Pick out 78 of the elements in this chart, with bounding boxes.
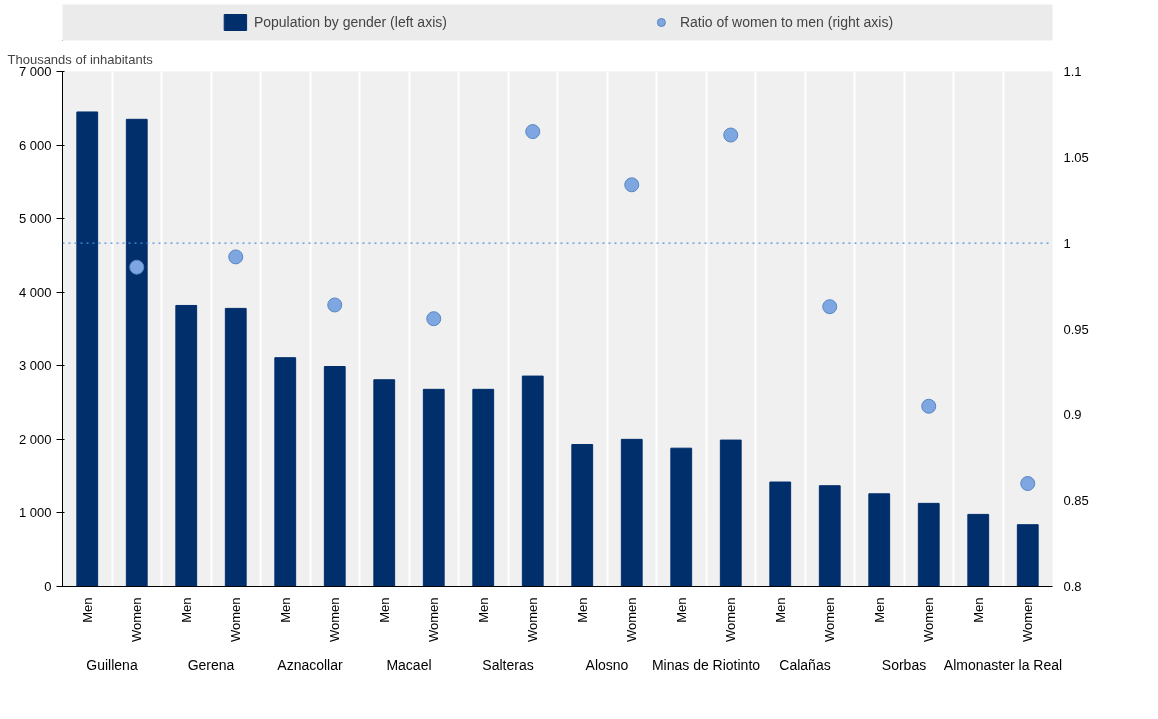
y-tick-label: 5 000 [18, 211, 52, 227]
y-tick-label: 1 000 [18, 505, 52, 521]
x-tick-label: Men [178, 597, 194, 623]
y-tick-label: 6 000 [18, 137, 52, 153]
x-tick-label: Women [921, 597, 937, 643]
y-tick-label: 2 000 [18, 431, 52, 447]
point [129, 259, 145, 275]
bar [1016, 524, 1039, 587]
x-tick-label: Men [673, 597, 689, 623]
point [624, 177, 640, 193]
y-tick-label: 3 000 [18, 358, 52, 374]
point [228, 249, 244, 265]
text: Almonaster la Real [943, 656, 1063, 673]
bar [967, 513, 990, 587]
text: Minas de Riotinto [651, 656, 761, 673]
text: Calañas [779, 656, 831, 673]
point [723, 127, 739, 143]
y-axis-title: Thousands of inhabitants [7, 51, 154, 67]
legend-label: Population by gender (left axis) [253, 14, 447, 30]
point [1020, 476, 1036, 491]
bar [769, 481, 792, 587]
y2-tick-label: 1.1 [1063, 64, 1082, 79]
x-tick-label: Women [624, 597, 640, 643]
text: Gerena [187, 656, 235, 673]
text: Sorbas [881, 656, 927, 673]
x-tick-label: Women [327, 597, 343, 643]
bar [620, 438, 643, 587]
x-tick-label: Men [475, 597, 491, 623]
bar [274, 357, 297, 587]
x-tick-label: Men [970, 597, 986, 623]
bar [917, 502, 940, 587]
bar [670, 447, 693, 587]
y2-tick-label: 1.05 [1063, 149, 1089, 165]
text: Aznacollar [277, 656, 344, 673]
x-tick-label: Women [822, 597, 838, 643]
x-tick-label: Women [525, 597, 541, 643]
point [327, 297, 343, 313]
point [525, 124, 541, 140]
bar [323, 366, 346, 587]
bar [224, 307, 247, 587]
point [426, 311, 442, 327]
legend-label: Ratio of women to men (right axis) [679, 14, 894, 30]
bar [818, 485, 841, 587]
x-tick-label: Women [129, 597, 145, 643]
bar [719, 439, 742, 587]
x-tick-label: Men [79, 597, 95, 623]
x-tick-label: Women [228, 597, 244, 643]
text: Guillena [86, 656, 138, 673]
y-tick-label: 4 000 [18, 284, 52, 300]
bar [175, 304, 198, 587]
x-tick-label: Men [772, 597, 788, 623]
point [822, 299, 838, 315]
bar [868, 493, 891, 587]
x-tick-label: Men [871, 597, 887, 623]
bar [125, 118, 148, 587]
point [921, 398, 937, 414]
bar [571, 444, 594, 587]
y2-tick-label: 0.9 [1063, 407, 1082, 423]
x-tick-label: Women [426, 597, 442, 643]
text: Alosno [585, 656, 629, 673]
text: Salteras [482, 656, 534, 673]
y-tick-label: 7 000 [18, 64, 52, 79]
bar [472, 388, 495, 587]
text: Macael [386, 656, 432, 673]
y2-tick-label: 0.85 [1063, 493, 1089, 509]
x-tick-label: Women [1020, 597, 1036, 643]
bar [422, 388, 445, 587]
x-tick-label: Men [277, 597, 293, 623]
y2-tick-label: 0.8 [1063, 579, 1082, 594]
x-tick-label: Women [723, 597, 739, 643]
x-tick-label: Men [376, 597, 392, 623]
bar [373, 379, 396, 587]
y-tick-label: 0 [44, 579, 52, 594]
bar [521, 375, 544, 587]
y2-tick-label: 0.95 [1063, 321, 1089, 337]
y2-tick-label: 1 [1063, 235, 1071, 251]
bar [76, 111, 99, 587]
x-tick-label: Men [574, 597, 590, 623]
